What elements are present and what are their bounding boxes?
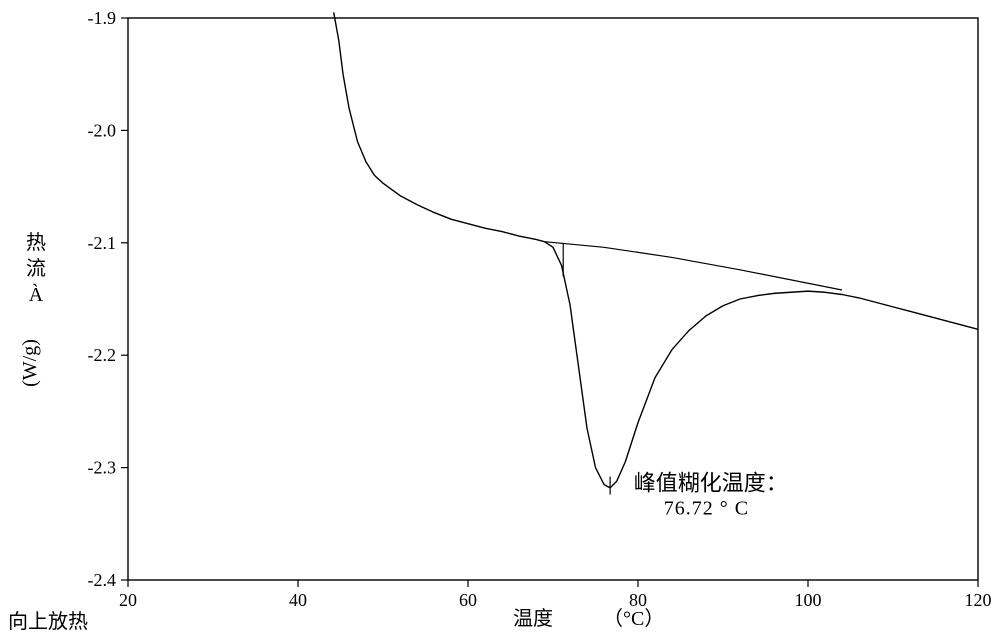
plot-border <box>128 18 978 580</box>
x-axis-label: 温度 <box>513 607 553 630</box>
x-tick-label: 80 <box>629 590 647 610</box>
y-axis-unit: (W/g) <box>19 339 41 387</box>
x-tick-label: 40 <box>289 590 307 610</box>
dsc-curve <box>334 12 978 487</box>
x-axis-unit: （°C） <box>603 607 664 630</box>
x-tick-label: 20 <box>119 590 137 610</box>
x-tick-label: 60 <box>459 590 477 610</box>
exo-direction-label: 向上放热 <box>8 610 88 633</box>
x-tick-label: 100 <box>795 590 822 610</box>
y-tick-label: -2.1 <box>88 233 117 253</box>
chart-svg: 20 40 60 80 100 120 -2.4 -2.3 -2.2 -2.1 -2.0 -1.9 温度… <box>0 0 1000 637</box>
peak-annotation-title: 峰值糊化温度： <box>634 470 788 495</box>
y-tick-label: -1.9 <box>88 8 117 28</box>
dsc-chart: 20 40 60 80 100 120 -2.4 -2.3 -2.2 -2.1 -2.0 -1.9 温度… <box>0 0 1000 637</box>
y-axis-label-char: À <box>29 283 44 306</box>
peak-baseline <box>545 242 843 290</box>
y-axis-label-char: 流 <box>26 257 46 280</box>
y-tick-label: -2.3 <box>88 458 117 478</box>
y-tick-label: -2.0 <box>88 120 117 140</box>
x-tick-label: 120 <box>965 590 992 610</box>
y-axis-label-char: 热 <box>26 231 46 254</box>
y-tick-label: -2.2 <box>88 345 117 365</box>
y-tick-label: -2.4 <box>88 570 117 590</box>
peak-annotation-value: 76.72 ° C <box>664 497 749 519</box>
